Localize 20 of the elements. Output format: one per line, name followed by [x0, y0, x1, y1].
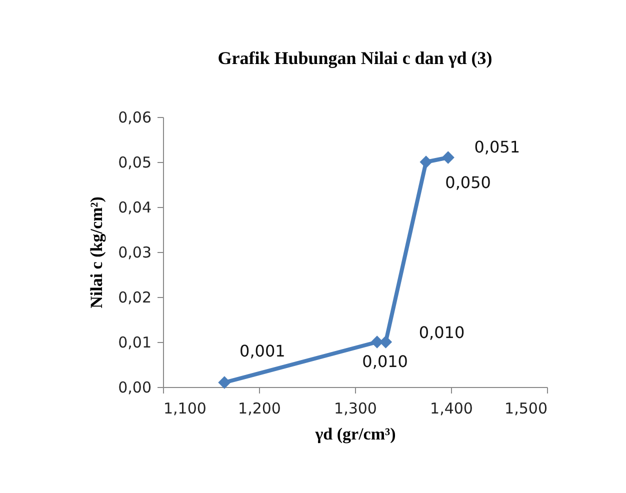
- x-axis-title: γd (gr/cm³): [314, 424, 396, 444]
- x-tick-label: 1,100: [164, 400, 206, 418]
- y-tick-label: 0,06: [118, 108, 152, 126]
- y-tick-label: 0,00: [118, 378, 152, 396]
- data-label: 0,010: [362, 352, 408, 371]
- data-label: 0,010: [418, 323, 465, 342]
- x-tick-label: 1,400: [430, 400, 473, 418]
- y-tick-label: 0,01: [118, 334, 152, 352]
- x-tick-label: 1,200: [238, 400, 281, 418]
- y-tick-label: 0,04: [118, 198, 152, 216]
- y-tick-label: 0,02: [118, 288, 152, 306]
- y-tick-label: 0,03: [118, 244, 152, 262]
- y-tick-label: 0,05: [118, 154, 152, 172]
- x-tick-label: 1,500: [504, 400, 548, 418]
- data-label: 0,001: [240, 342, 286, 360]
- chart-title: Grafik Hubungan Nilai c dan γd (3): [218, 48, 492, 68]
- x-tick-label: 1,300: [334, 400, 377, 418]
- data-label: 0,050: [445, 173, 491, 192]
- y-axis-title: Nilai c (kg/cm²): [87, 196, 106, 308]
- data-label: 0,051: [474, 138, 520, 156]
